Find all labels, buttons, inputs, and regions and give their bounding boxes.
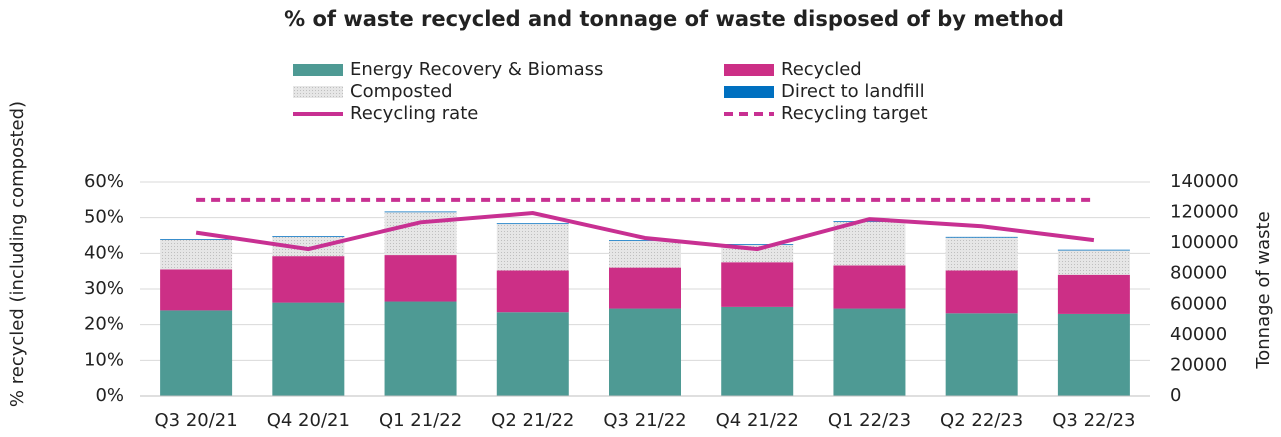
- y2-tick-label: 20000: [1170, 354, 1227, 375]
- y-tick-label: 0%: [95, 385, 124, 406]
- bar-segment: [609, 267, 681, 309]
- y-tick-label: 40%: [84, 242, 124, 263]
- legend-label: Recycling target: [781, 103, 928, 124]
- bar-segment: [160, 239, 233, 240]
- bar-segment: [1057, 249, 1130, 251]
- x-tick-label: Q3 20/21: [155, 410, 238, 431]
- bar-segment: [833, 308, 906, 396]
- legend-swatch: [293, 64, 343, 76]
- x-tick-label: Q2 21/22: [491, 410, 574, 431]
- legend-label: Recycling rate: [350, 103, 478, 124]
- y-tick-label: 30%: [84, 278, 124, 299]
- x-tick-label: Q4 20/21: [267, 410, 350, 431]
- bar-segment: [496, 223, 569, 225]
- bar-segment: [609, 308, 681, 396]
- y2-axis-title: Tonnage of waste: [1253, 211, 1274, 369]
- x-tick-label: Q4 21/22: [716, 410, 799, 431]
- x-tick-label: Q1 21/22: [379, 410, 462, 431]
- x-tick-label: Q1 22/23: [828, 410, 911, 431]
- x-tick-label: Q2 22/23: [940, 410, 1023, 431]
- y-tick-label: 20%: [84, 314, 124, 335]
- y-tick-label: 50%: [84, 207, 124, 228]
- bar-segment: [384, 211, 457, 213]
- y-tick-label: 60%: [84, 171, 124, 192]
- legend-swatch: [724, 86, 774, 98]
- y2-tick-label: 120000: [1170, 202, 1239, 223]
- bar-segment: [272, 236, 345, 237]
- bar-segment: [721, 306, 794, 396]
- y2-tick-label: 140000: [1170, 171, 1239, 192]
- y-axis-title: % recycled (including composted): [7, 101, 28, 407]
- bar-segment: [945, 270, 1018, 314]
- y-tick-label: 10%: [84, 349, 124, 370]
- bar-segment: [384, 301, 457, 396]
- bar-segment: [1057, 274, 1130, 314]
- line-series: [195, 211, 1095, 252]
- y2-tick-label: 40000: [1170, 324, 1227, 345]
- bar-segment: [945, 236, 1018, 238]
- bar-segment: [272, 236, 345, 257]
- chart-title: % of waste recycled and tonnage of waste…: [284, 7, 1064, 31]
- legend-label: Composted: [350, 81, 453, 102]
- legend-label: Energy Recovery & Biomass: [350, 59, 603, 80]
- y2-tick-label: 100000: [1170, 232, 1239, 253]
- x-tick-label: Q3 21/22: [603, 410, 686, 431]
- legend-label: Recycled: [781, 59, 862, 80]
- bar-segment: [945, 237, 1018, 271]
- y2-tick-label: 0: [1170, 385, 1181, 406]
- bar-segment: [833, 221, 906, 222]
- legend-swatch: [293, 86, 343, 98]
- bar-segment: [384, 255, 457, 302]
- x-tick-label: Q3 22/23: [1052, 410, 1135, 431]
- bar-segment: [496, 312, 569, 396]
- bar-segment: [833, 221, 906, 266]
- bar-segment: [272, 256, 345, 303]
- bar-segment: [160, 239, 233, 270]
- bar-segment: [496, 270, 569, 313]
- bar-segment: [833, 265, 906, 309]
- bar-segment: [160, 269, 233, 311]
- legend-swatch: [724, 64, 774, 76]
- bar-segment: [1057, 313, 1130, 396]
- bar-segment: [496, 224, 569, 271]
- bar-segment: [160, 310, 233, 396]
- bar-segment: [609, 240, 681, 268]
- legend-label: Direct to landfill: [781, 81, 925, 102]
- bar-segment: [721, 244, 794, 245]
- bar-segment: [721, 262, 794, 307]
- y2-tick-label: 80000: [1170, 263, 1227, 284]
- bar-segment: [272, 302, 345, 396]
- bar-segment: [945, 313, 1018, 396]
- y2-tick-label: 60000: [1170, 293, 1227, 314]
- bar-segment: [1057, 250, 1130, 275]
- bar-segment: [609, 240, 681, 241]
